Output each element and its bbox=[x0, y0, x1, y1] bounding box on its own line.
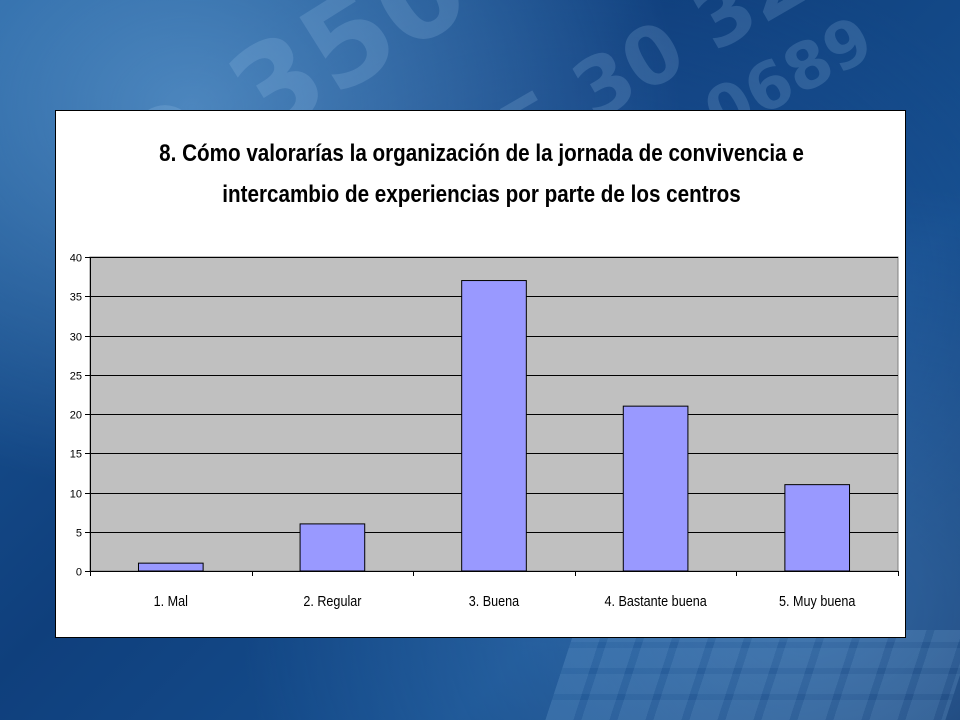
bar bbox=[461, 280, 527, 572]
bar bbox=[622, 405, 689, 572]
x-category-label: 2. Regular bbox=[303, 592, 361, 609]
chart-title-line-1: 8. Cómo valorarías la organización de la… bbox=[159, 140, 804, 167]
y-tick-label: 30 bbox=[70, 332, 82, 344]
bar-chart: 0 5 10 15 20 25 30 35 40 1. Mal 2. Regular 3. Buena… bbox=[70, 253, 899, 609]
chart-title: 8. Cómo valorarías la organización de la… bbox=[116, 133, 848, 215]
x-category-label: 3. Buena bbox=[469, 592, 520, 609]
x-category-label: 5. Muy buena bbox=[779, 592, 856, 609]
x-category-label: 4. Bastante buena bbox=[604, 592, 706, 609]
y-tick-label: 20 bbox=[70, 410, 82, 422]
bar bbox=[299, 523, 366, 572]
y-tick-label: 5 bbox=[76, 528, 82, 540]
y-tick-label: 25 bbox=[70, 371, 82, 383]
y-tick-label: 10 bbox=[70, 489, 82, 501]
bar bbox=[137, 562, 204, 572]
chart-title-line-2: intercambio de experiencias por parte de… bbox=[222, 181, 741, 208]
y-tick-label: 0 bbox=[76, 567, 82, 579]
chart-panel: 8. Cómo valorarías la organización de la… bbox=[55, 110, 906, 638]
y-tick-label: 40 bbox=[70, 253, 82, 265]
bar bbox=[784, 484, 851, 572]
y-tick-label: 15 bbox=[70, 449, 82, 461]
background-keyboard-image bbox=[545, 630, 960, 720]
x-category-label: 1. Mal bbox=[154, 592, 188, 609]
y-tick-label: 35 bbox=[70, 292, 82, 304]
